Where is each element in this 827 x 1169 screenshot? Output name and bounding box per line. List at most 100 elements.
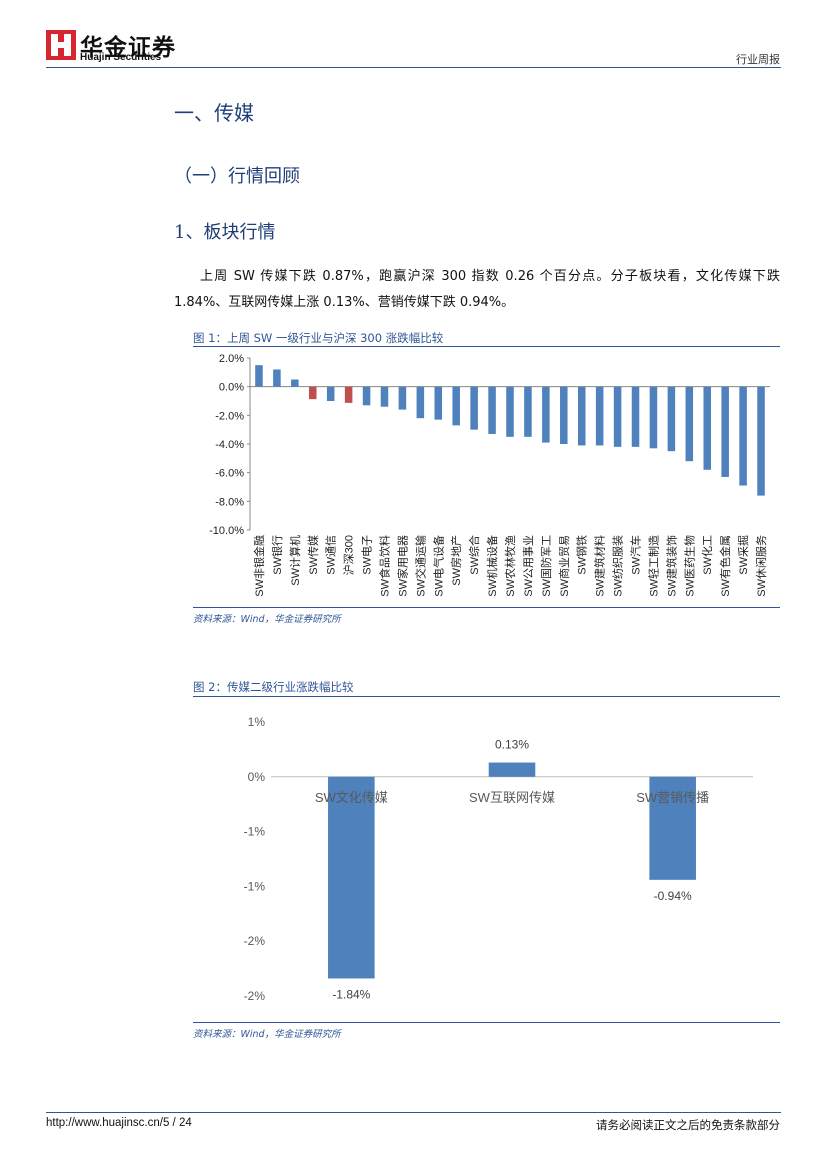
- bar: [398, 386, 407, 410]
- y-tick-label: -2%: [244, 934, 266, 948]
- figure2-title: 图 2：传媒二级行业涨跌幅比较: [193, 680, 354, 694]
- y-tick-label: -10.0%: [209, 525, 244, 537]
- footer-divider: [46, 1112, 781, 1113]
- data-label: 0.13%: [495, 738, 529, 752]
- figure1-chart: 2.0% 0.0% -2.0% -4.0% -6.0% -8.0% -10.0% SW非银金融…: [209, 353, 770, 597]
- bar: [757, 386, 765, 496]
- x-tick-label: SW建筑材料: [593, 535, 607, 597]
- x-tick-label: SW传媒: [307, 535, 320, 575]
- bar: [308, 386, 317, 400]
- x-tick-label: SW文化传媒: [315, 790, 388, 805]
- y-tick-label: -6.0%: [215, 468, 244, 480]
- figure2-chart: 1% 0% -1% -1% -2% -2% SW文化传媒 -1.84% SW互联网传媒 0.13%…: [244, 715, 753, 1003]
- bar: [667, 386, 676, 452]
- x-tick-label: SW公用事业: [522, 535, 535, 597]
- bar: [273, 369, 281, 387]
- x-tick-label: SW纺织服装: [611, 535, 625, 597]
- header-divider: [46, 67, 781, 68]
- bar: [470, 386, 478, 430]
- y-tick-label: -1%: [244, 879, 266, 893]
- report-type: 行业周报: [736, 53, 780, 66]
- x-tick-label: 沪深300: [342, 535, 356, 575]
- y-tick-label: -2%: [244, 989, 266, 1003]
- bar: [577, 386, 586, 446]
- x-tick-label: SW非银金融: [252, 535, 266, 597]
- section-heading-1: 一、传媒: [174, 101, 254, 125]
- x-tick-label: SW房地产: [449, 535, 463, 586]
- x-tick-label: SW电子: [361, 535, 374, 575]
- body-paragraph: 上周 SW 传媒下跌 0.87%，跑赢沪深 300 指数 0.26 个百分点。分…: [174, 269, 780, 310]
- x-tick-label: SW计算机: [288, 535, 302, 586]
- x-tick-label: SW银行: [270, 535, 284, 575]
- x-tick-label: SW轻工制造: [646, 535, 660, 597]
- bar: [328, 776, 375, 979]
- figure1-top-rule: [193, 346, 780, 347]
- x-tick-label: SW采掘: [736, 535, 750, 575]
- x-tick-label: SW医药生物: [682, 535, 696, 597]
- y-tick-label: -1%: [244, 825, 266, 839]
- bar: [344, 386, 353, 403]
- bar: [703, 386, 712, 470]
- y-tick-label: 0%: [248, 770, 266, 784]
- company-name-cn: 华金证券: [80, 35, 176, 61]
- x-tick-label: SW钢铁: [576, 535, 589, 575]
- x-tick-label: SW国防军工: [539, 535, 553, 597]
- bar: [631, 386, 640, 447]
- bar: [291, 379, 299, 387]
- x-tick-label: SW电气设备: [431, 535, 445, 597]
- bar: [326, 386, 335, 401]
- data-label: -1.84%: [332, 987, 370, 1001]
- bar: [649, 776, 696, 880]
- figure1-source: 资料来源：Wind，华金证券研究所: [193, 614, 341, 625]
- bar: [649, 386, 658, 449]
- x-tick-label: SW综合: [467, 535, 481, 575]
- bar: [560, 386, 568, 444]
- figure2-top-rule: [193, 696, 780, 697]
- bar: [595, 386, 604, 446]
- x-tick-label: SW建筑装饰: [664, 535, 678, 597]
- x-tick-label: SW农林牧渔: [503, 535, 517, 597]
- bar: [452, 386, 460, 426]
- section-heading-3: 1、板块行情: [174, 222, 276, 243]
- company-name-en: Huajin Securities: [80, 52, 162, 63]
- x-tick-label: SW商业贸易: [557, 535, 571, 597]
- bar: [434, 386, 443, 420]
- x-tick-label: SW机械设备: [485, 535, 499, 597]
- section-heading-2: （一）行情回顾: [174, 166, 300, 187]
- footer-url-page: http://www.huajinsc.cn/5 / 24: [46, 1117, 192, 1129]
- x-tick-label: SW休闲服务: [754, 535, 768, 597]
- x-tick-label: SW通信: [325, 535, 338, 575]
- x-tick-label: SW营销传播: [636, 790, 709, 805]
- x-tick-label: SW互联网传媒: [469, 790, 555, 805]
- y-tick-label: -4.0%: [215, 439, 244, 451]
- y-tick-label: 1%: [248, 715, 266, 729]
- figure1-title: 图 1：上周 SW 一级行业与沪深 300 涨跌幅比较: [193, 331, 444, 345]
- footer-disclaimer: 请务必阅读正文之后的免责条款部分: [596, 1118, 780, 1132]
- bar: [488, 762, 536, 777]
- figure2-bottom-rule: [193, 1022, 780, 1023]
- bar: [721, 386, 729, 477]
- y-tick-label: 0.0%: [219, 382, 244, 394]
- bar: [524, 386, 532, 437]
- company-logo-icon: [46, 30, 76, 60]
- y-tick-label: -8.0%: [215, 496, 244, 508]
- figure1-bottom-rule: [193, 607, 780, 608]
- x-tick-label: SW交通运输: [413, 535, 427, 597]
- bar: [362, 386, 371, 406]
- y-tick-label: 2.0%: [219, 353, 244, 365]
- figure2-source: 资料来源：Wind，华金证券研究所: [193, 1029, 341, 1040]
- bar: [739, 386, 747, 486]
- x-tick-label: SW家用电器: [395, 535, 409, 597]
- bar: [685, 386, 694, 462]
- x-tick-label: SW有色金属: [718, 535, 732, 597]
- bar: [255, 365, 263, 387]
- x-tick-label: SW汽车: [629, 535, 643, 575]
- x-tick-label: SW化工: [700, 535, 714, 575]
- y-tick-label: -2.0%: [215, 410, 244, 422]
- bar: [416, 386, 425, 419]
- bar: [542, 386, 550, 443]
- bar: [488, 386, 496, 434]
- x-tick-label: SW食品饮料: [377, 535, 391, 597]
- bar: [380, 386, 389, 407]
- bar: [506, 386, 514, 437]
